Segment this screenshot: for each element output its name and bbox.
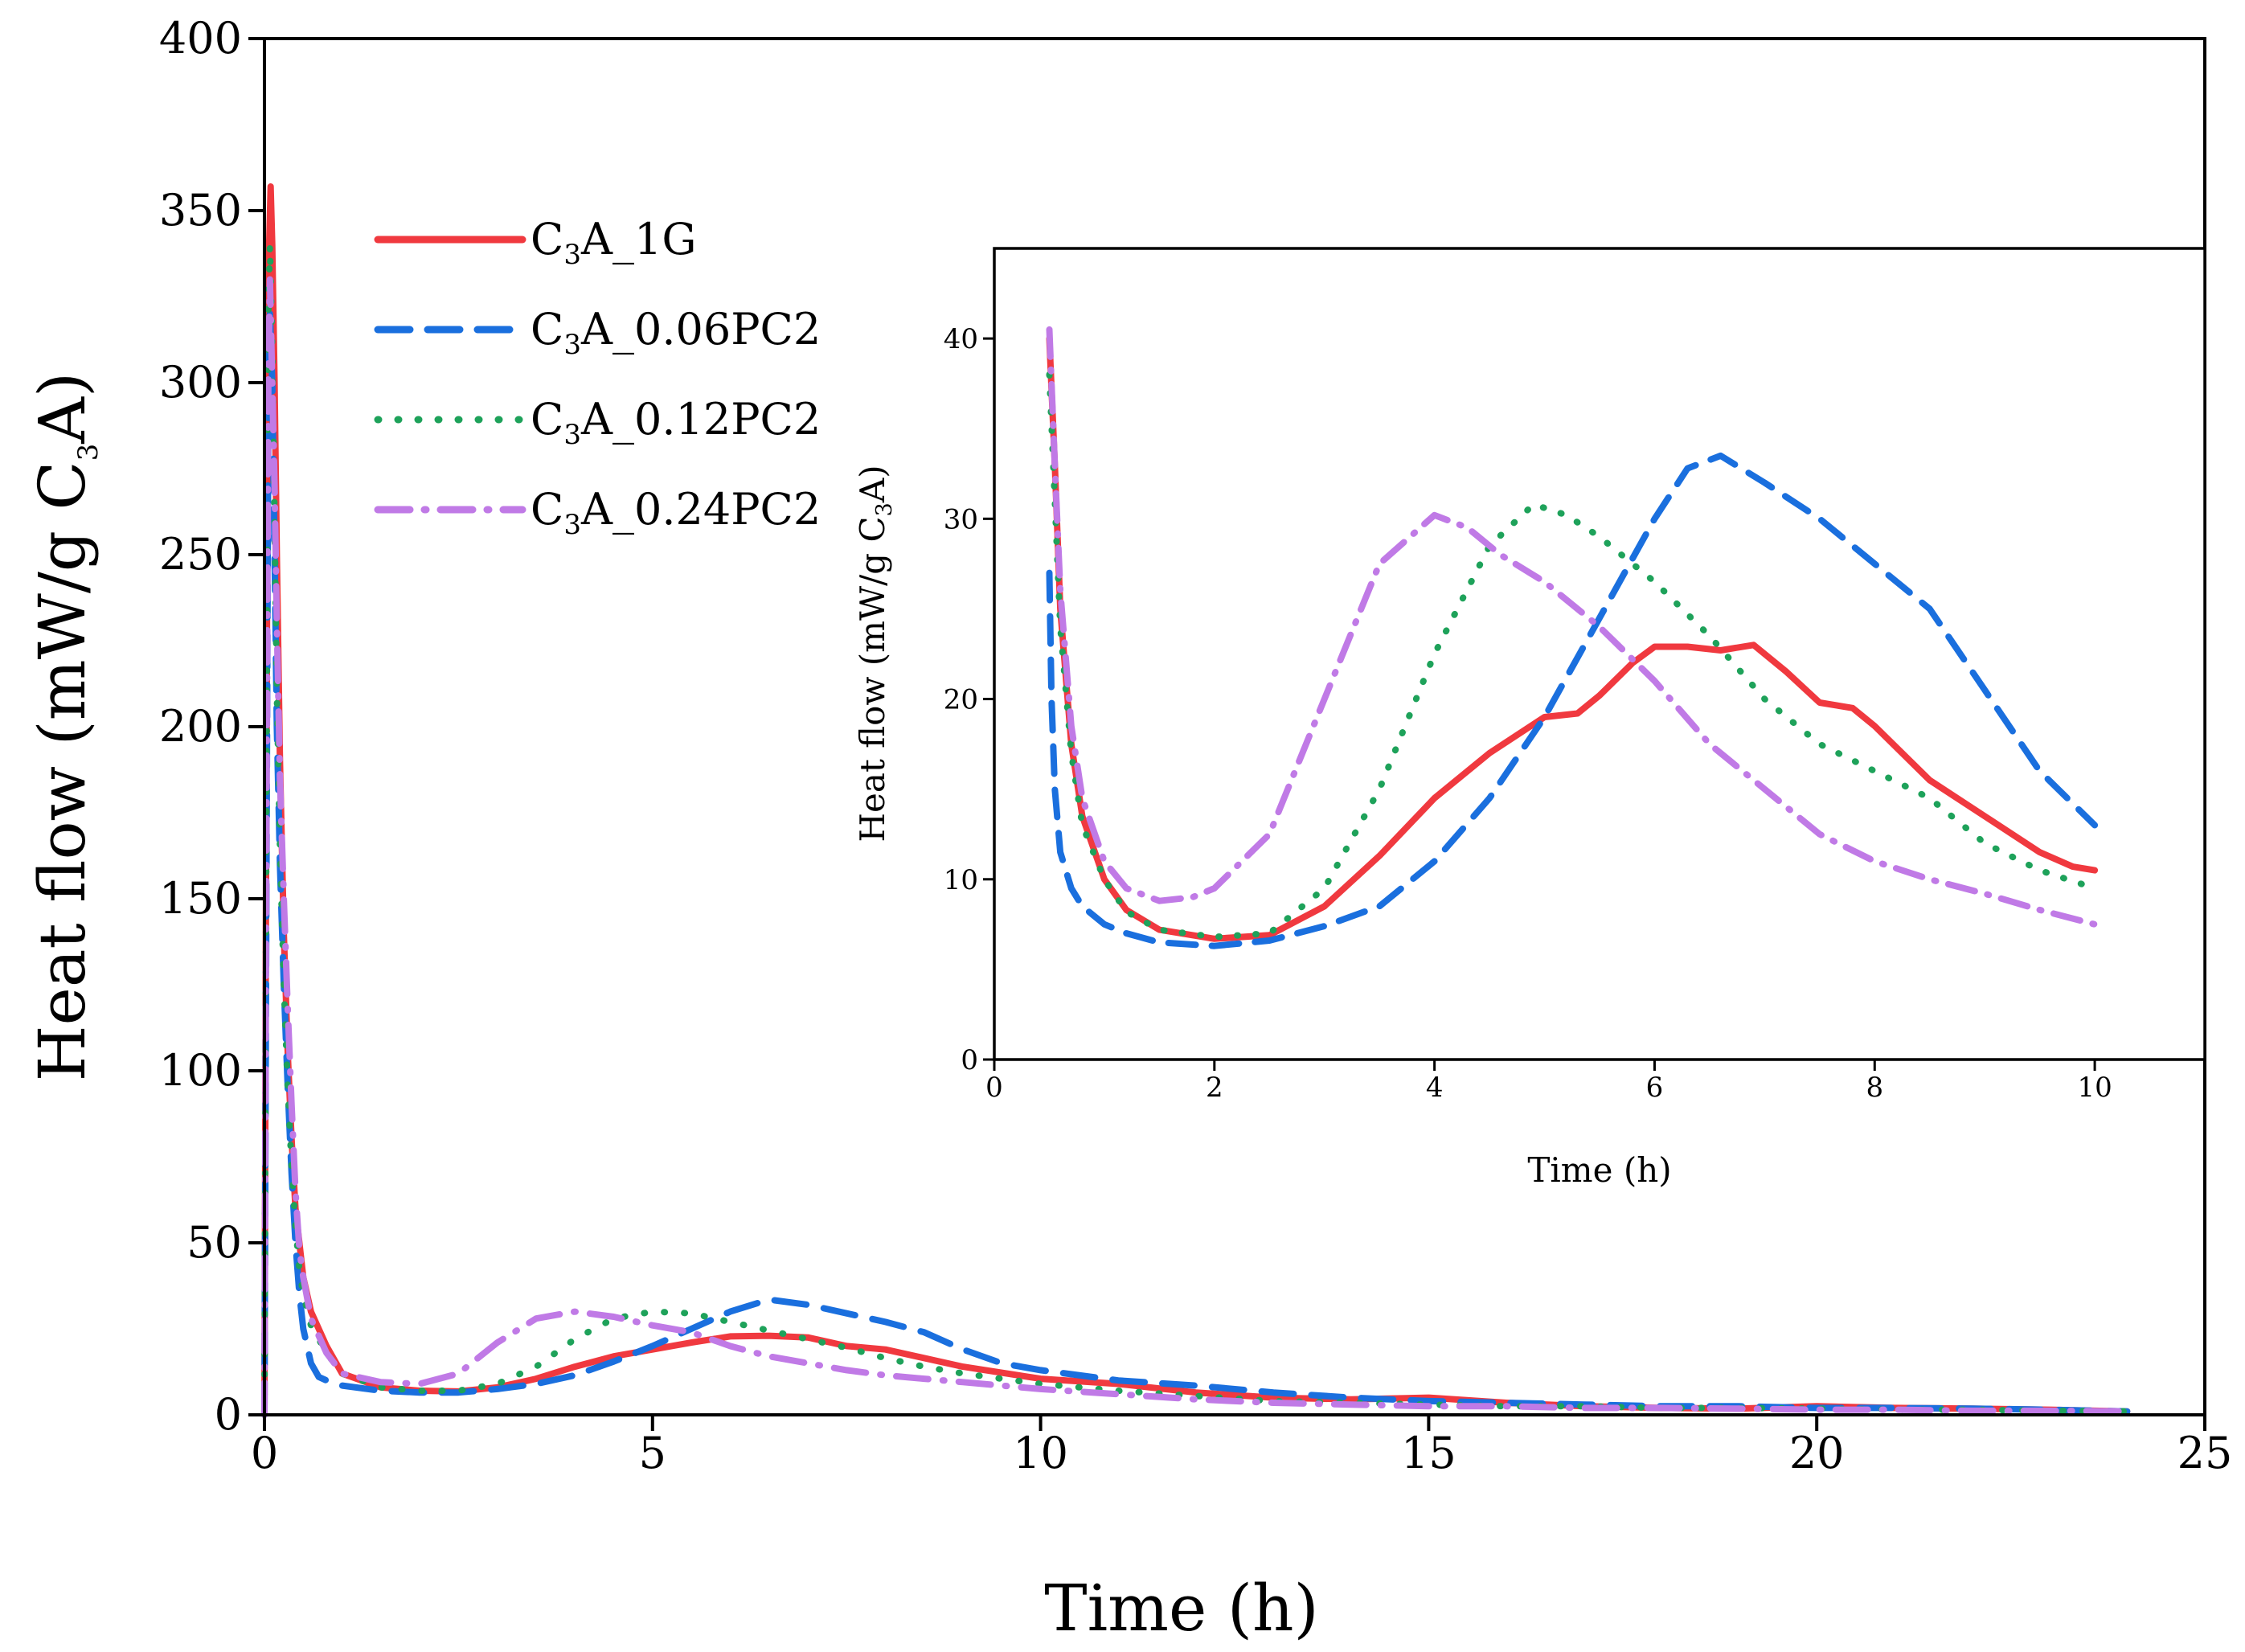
legend-label-3: C3A_0.24PC2 — [531, 484, 821, 541]
main-x-tick-label: 10 — [1013, 1428, 1068, 1478]
inset-x-tick-label: 10 — [2077, 1072, 2112, 1104]
inset-series-line-1 — [1046, 452, 2099, 949]
main-y-tick-label: 250 — [159, 529, 242, 580]
main-y-tick-label: 200 — [159, 701, 242, 752]
inset-y-tick-label: 30 — [944, 503, 978, 535]
main-x-tick-label: 20 — [1789, 1428, 1845, 1478]
main-x-tick-label: 25 — [2177, 1428, 2233, 1478]
inset-x-tick-label: 2 — [1206, 1072, 1223, 1104]
legend-label-1: C3A_0.06PC2 — [531, 304, 821, 361]
main-series-line-1 — [261, 310, 2131, 1418]
inset-x-tick-label: 0 — [985, 1072, 1003, 1104]
inset-axis-ticks: 0 2 4 6 8 10 0 10 20 30 40 — [944, 323, 2112, 1104]
main-y-tick-label: 150 — [159, 873, 242, 924]
legend-label-2: C3A_0.12PC2 — [531, 394, 821, 451]
main-series-line-3 — [261, 276, 2131, 1418]
inset-plot: 0 2 4 6 8 10 0 10 20 30 40 Time (h) Heat flow (mW/… — [853, 247, 2206, 1190]
inset-background — [994, 248, 2205, 1060]
inset-plot-frame — [993, 247, 2206, 1061]
main-y-tick-label: 0 — [215, 1389, 242, 1440]
inset-y-tick-label: 20 — [944, 684, 978, 716]
inset-series-line-2 — [1046, 371, 2099, 941]
main-y-tick-label: 100 — [159, 1045, 242, 1096]
legend: C3A_1G C3A_0.06PC2 C3A_0.12PC2 C3A_0.24PC2 — [374, 214, 821, 541]
inset-y-axis-title: Heat flow (mW/g C3A) — [853, 465, 897, 842]
inset-x-axis-title: Time (h) — [1527, 1150, 1671, 1190]
main-y-tick-label: 400 — [159, 13, 242, 64]
main-y-tick-label: 300 — [159, 357, 242, 408]
inset-series-line-0 — [1046, 335, 2099, 942]
legend-label-0: C3A_1G — [531, 214, 696, 271]
main-x-tick-label: 15 — [1401, 1428, 1456, 1478]
inset-x-tick-label: 8 — [1866, 1072, 1883, 1104]
inset-y-tick-label: 0 — [961, 1044, 978, 1076]
main-series-lines — [261, 183, 2131, 1418]
inset-x-tick-label: 4 — [1426, 1072, 1444, 1104]
main-y-tick-label: 50 — [186, 1217, 242, 1268]
main-y-tick-label: 350 — [159, 185, 242, 236]
inset-series-lines — [1046, 326, 2099, 949]
main-x-axis-title: Time (h) — [1044, 1571, 1319, 1646]
inset-x-tick-label: 6 — [1646, 1072, 1664, 1104]
inset-y-tick-label: 40 — [944, 323, 978, 355]
inset-y-tick-label: 10 — [944, 864, 978, 896]
main-y-axis-title: Heat flow (mW/g C3A) — [25, 372, 104, 1082]
inset-series-line-3 — [1046, 326, 2099, 928]
main-x-tick-label: 0 — [251, 1428, 278, 1478]
main-x-tick-label: 5 — [639, 1428, 666, 1478]
